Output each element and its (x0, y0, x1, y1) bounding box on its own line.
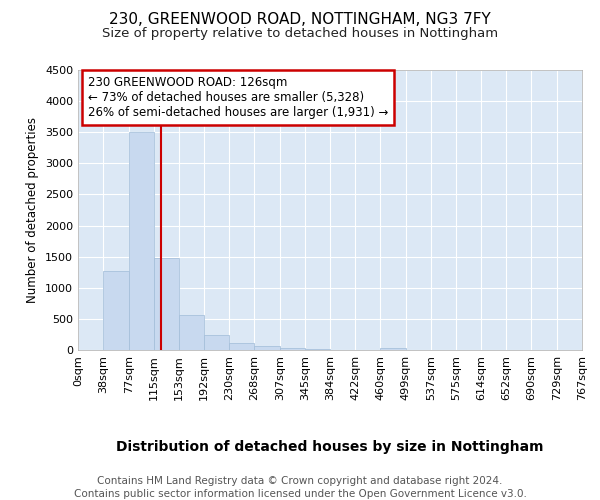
Bar (280, 348, 305, 350)
Bar (128, 132, 154, 350)
Text: Contains HM Land Registry data © Crown copyright and database right 2024.: Contains HM Land Registry data © Crown c… (97, 476, 503, 486)
Text: 230, GREENWOOD ROAD, NOTTINGHAM, NG3 7FY: 230, GREENWOOD ROAD, NOTTINGHAM, NG3 7FY (109, 12, 491, 28)
Y-axis label: Number of detached properties: Number of detached properties (26, 117, 40, 303)
Bar (204, 335, 229, 350)
Bar (154, 258, 179, 350)
Bar (380, 348, 406, 350)
Bar (229, 343, 254, 350)
Bar (254, 346, 280, 350)
Bar (103, 271, 128, 350)
Text: Size of property relative to detached houses in Nottingham: Size of property relative to detached ho… (102, 28, 498, 40)
Text: Contains public sector information licensed under the Open Government Licence v3: Contains public sector information licen… (74, 489, 526, 499)
Text: 230 GREENWOOD ROAD: 126sqm
← 73% of detached houses are smaller (5,328)
26% of s: 230 GREENWOOD ROAD: 126sqm ← 73% of deta… (88, 76, 388, 118)
Bar (179, 314, 204, 350)
Text: Distribution of detached houses by size in Nottingham: Distribution of detached houses by size … (116, 440, 544, 454)
